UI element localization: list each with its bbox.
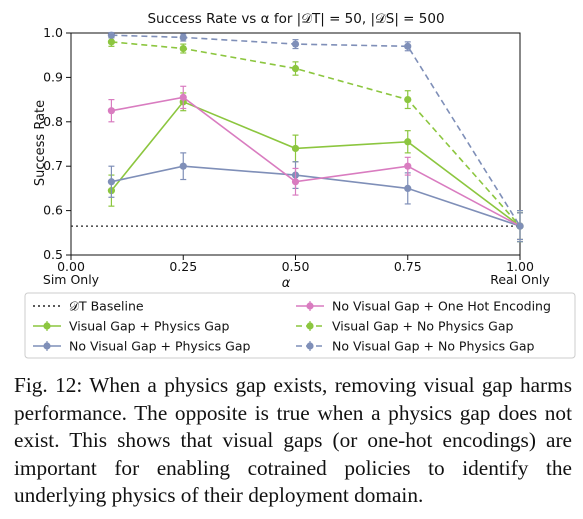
legend-marker [43,322,51,330]
data-point [179,44,187,53]
x-tick-sublabel: Real Only [490,272,550,287]
data-point [404,96,412,104]
x-tick-label: 1.00 [506,259,534,274]
legend-label: 𝒟T Baseline [69,299,144,314]
y-tick-label: 0.5 [43,247,63,262]
figure-caption: Fig. 12: When a physics gap exists, remo… [14,373,572,507]
data-point [404,42,412,50]
data-point [179,93,187,101]
series-line [111,34,521,227]
data-point [291,40,300,48]
y-tick-label: 1.0 [43,25,63,40]
x-tick-label: 0.75 [394,259,422,274]
y-tick-label: 0.6 [43,203,63,218]
chart-title: Success Rate vs α for |𝒟T| = 50, |𝒟S| = … [147,11,444,27]
legend-marker [43,342,51,350]
series-line [111,165,521,227]
series-line [110,100,521,227]
data-point [404,184,412,192]
x-tick-label: 0.25 [169,259,197,274]
y-axis-label: Success Rate [33,100,48,186]
legend-label: No Visual Gap + No Physics Gap [332,339,534,354]
data-point [291,64,300,73]
data-point [107,38,116,46]
data-point [404,162,412,170]
series-line [111,41,521,227]
y-tick-label: 0.8 [43,114,63,129]
data-point [107,178,116,186]
legend-marker [306,302,314,310]
legend: 𝒟T Baseline Visual Gap + Physics Gap No Vi… [33,299,551,354]
y-tick-label: 0.9 [43,69,63,84]
data-point [107,31,116,39]
y-tick-label: 0.7 [43,158,63,173]
legend-marker [306,322,314,330]
data-point [179,162,187,170]
data-point [404,138,412,146]
x-axis-label: α [282,276,291,291]
legend-label: Visual Gap + No Physics Gap [332,319,514,334]
data-point [107,107,116,115]
data-point [291,144,300,153]
legend-marker [306,342,314,350]
data-point [516,222,524,230]
legend-label: Visual Gap + Physics Gap [69,319,230,334]
x-tick-label: 0.50 [282,259,310,274]
legend-label: No Visual Gap + One Hot Encoding [332,299,551,314]
series-line [111,96,521,227]
x-tick-sublabel: Sim Only [43,272,100,287]
success-rate-chart: Success Rate vs α for |𝒟T| = 50, |𝒟S| = … [24,11,576,359]
legend-label: No Visual Gap + Physics Gap [69,339,251,354]
data-point [291,178,300,186]
x-tick-label: 0.00 [57,259,85,274]
data-point [179,33,187,42]
